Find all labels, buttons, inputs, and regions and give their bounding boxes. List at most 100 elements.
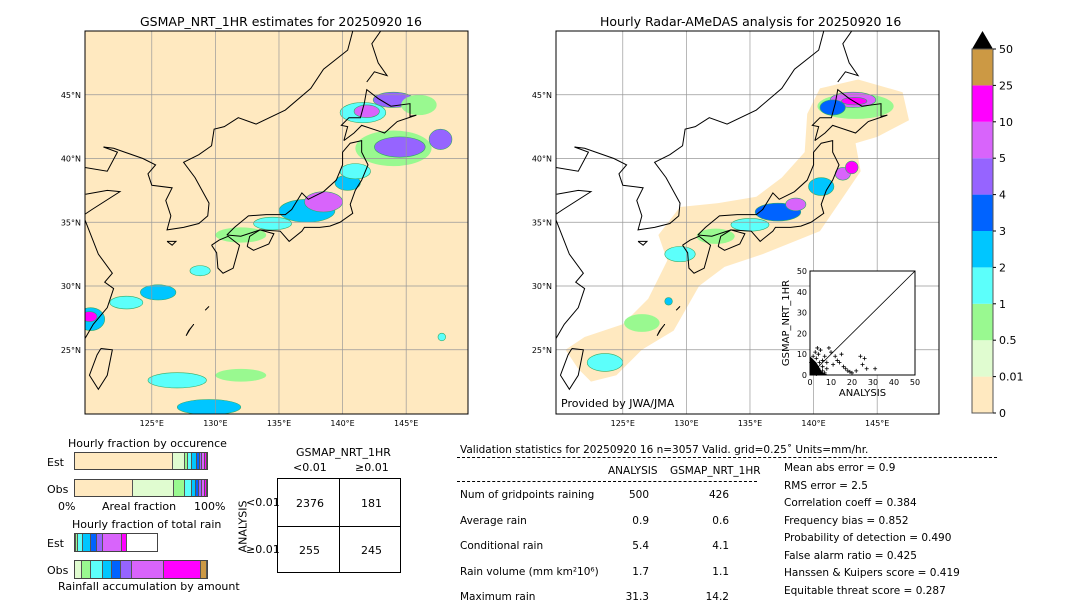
stat-a: 5.4 [632,540,649,552]
rain-contour [147,372,207,389]
lat-tick: 35°N [532,218,552,227]
rain-contour [253,216,292,231]
colorbar-label: 0.5 [999,334,1017,347]
coastline [166,240,178,246]
map-frame [84,30,469,415]
rain-area [785,198,806,211]
lon-tick: 130°E [674,419,698,428]
rain-area [437,333,446,341]
bar-segment [90,534,97,551]
scatter-point [854,368,859,373]
coastline [85,218,115,340]
rain-contour [374,136,426,158]
map-frame [555,30,940,415]
obs-label-2: Obs [47,564,69,577]
scatter-point [837,360,842,365]
rain-area [696,228,735,244]
coastline [226,140,369,243]
score: Probability of detection = 0.490 [784,532,952,544]
colorbar-segment [972,231,993,268]
rain-est-bar [74,533,158,552]
rain-area [664,297,673,306]
scatter-point [812,370,817,375]
lon-tick: 140°E [330,419,354,428]
rain-contour [664,297,673,306]
y-tick: 20 [797,329,807,338]
right-map-title: Hourly Radar-AMeDAS analysis for 2025092… [600,14,902,29]
y-tick: 0 [802,371,807,380]
row-label-0: <0.01 [246,496,280,509]
lon-tick: 145°E [865,419,889,428]
bar-segment [132,561,165,578]
scatter-point [841,364,846,369]
bar-segment [184,453,188,469]
rain-area [215,227,267,243]
bar-segment [185,480,193,496]
lat-tick: 40°N [532,155,552,164]
scatter-point [850,370,854,375]
scatter-point [839,352,844,357]
rain-area [374,136,426,158]
rain-contour [109,295,144,310]
rain-area [85,311,98,322]
rain-area [429,129,452,150]
score: Mean abs error = 0.9 [784,462,896,474]
colorbar-label: 1 [999,298,1006,311]
diagonal-line [809,270,916,376]
lat-tick: 30°N [532,282,552,291]
contingency-table: 2376 181 255 245 [277,478,401,573]
coastline [85,189,122,215]
coastline [697,140,840,243]
bar-segment [199,453,203,469]
scatter-point [810,366,815,371]
x-tick: 40 [889,378,899,387]
est-label: Est [47,456,64,469]
bar-segment [201,480,205,496]
rain-area [140,284,176,300]
lat-tick: 30°N [61,282,81,291]
score: Frequency bias = 0.852 [784,514,909,527]
colorbar-segment [972,340,993,377]
bar-segment [202,453,206,469]
occurrence-title: Hourly fraction by occurence [68,437,227,450]
stat-g: 4.1 [712,540,729,552]
rain-contour [428,128,453,150]
occurrence-est-bar [74,452,208,470]
scatter-point [820,368,825,373]
colorbar-segment [972,158,993,195]
scatter-point [816,366,821,371]
cell: 255 [299,544,320,557]
rain-obs-bar [74,560,208,579]
rain-area [808,177,834,196]
coastline [682,235,712,274]
rain-area [587,353,623,372]
obs-label: Obs [47,483,69,496]
rain-area [340,163,371,179]
scatter-point [818,348,823,353]
coastline [85,31,354,231]
bar-segment [91,561,104,578]
rain-contour [819,99,846,116]
score: Correlation coeff = 0.384 [784,497,917,509]
bar-segment [76,534,78,551]
rain-contour [176,399,242,414]
lat-tick: 35°N [61,218,81,227]
bar-segment [103,561,112,578]
x-tick: 30 [868,378,878,387]
x-axis-label: ANALYSIS [839,388,886,399]
cell: 2376 [296,497,324,510]
scatter-point [845,368,850,373]
stats-header: Validation statistics for 20250920 16 n=… [460,444,869,456]
rain-area [253,217,292,230]
scatter-point [822,354,827,359]
rain-contour [85,311,98,322]
coastline [637,240,649,246]
x-tick: 10 [826,378,836,387]
y-tick: 30 [797,309,807,318]
rain-area [845,161,859,174]
rain-contour [140,284,177,301]
bar-segment [82,561,92,578]
colorbar-label: 4 [999,189,1006,202]
bar-segment [192,480,197,496]
